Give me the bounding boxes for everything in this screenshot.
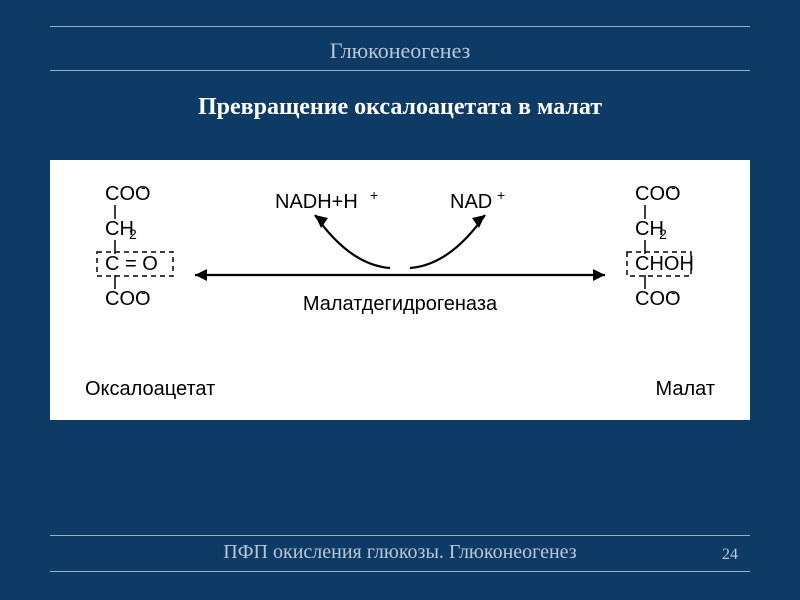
reaction-diagram: COO-CH2C = OCOO- COO-CH2CHOHCOO- NADH+H … xyxy=(50,160,750,420)
svg-text:C = O: C = O xyxy=(105,253,158,275)
cofactor-arrow-left xyxy=(315,215,328,228)
cofactor-nadh-sup: + xyxy=(370,187,378,203)
cofactor-arrow-right xyxy=(472,215,485,228)
svg-text:-: - xyxy=(671,179,676,195)
svg-text:-: - xyxy=(141,179,146,195)
cofactor-arc-right xyxy=(410,215,485,268)
svg-text:2: 2 xyxy=(659,226,667,242)
cofactor-arc-left xyxy=(315,215,390,268)
enzyme-label: Малатдегидрогеназа xyxy=(303,293,498,315)
left-molecule-name: Оксалоацетат xyxy=(85,378,215,400)
svg-text:2: 2 xyxy=(129,226,137,242)
reaction-svg: COO-CH2C = OCOO- COO-CH2CHOHCOO- NADH+H … xyxy=(50,160,750,420)
slide: Глюконеогенез Превращение оксалоацетата … xyxy=(0,0,800,600)
header-rule-top xyxy=(50,26,750,27)
arrow-head-right xyxy=(593,269,605,281)
svg-text:-: - xyxy=(671,284,676,300)
svg-text:-: - xyxy=(141,284,146,300)
right-molecule-name: Малат xyxy=(655,378,715,400)
footer-text: ПФП окисления глюкозы. Глюконеогенез xyxy=(0,541,800,564)
left-molecule: COO-CH2C = OCOO- xyxy=(97,179,173,310)
footer-rule-top xyxy=(50,535,750,536)
right-molecule: COO-CH2CHOHCOO- xyxy=(627,179,694,310)
page-number: 24 xyxy=(722,546,738,564)
cofactor-nad-sup: + xyxy=(497,187,505,203)
footer-rule-bottom xyxy=(50,571,750,572)
arrow-head-left xyxy=(195,269,207,281)
cofactor-nad: NAD xyxy=(450,191,492,213)
svg-text:CHOH: CHOH xyxy=(635,253,694,275)
slide-subtitle: Превращение оксалоацетата в малат xyxy=(0,94,800,121)
header-title: Глюконеогенез xyxy=(0,38,800,64)
cofactor-nadh: NADH+H xyxy=(275,191,358,213)
header-rule-bottom xyxy=(50,70,750,71)
